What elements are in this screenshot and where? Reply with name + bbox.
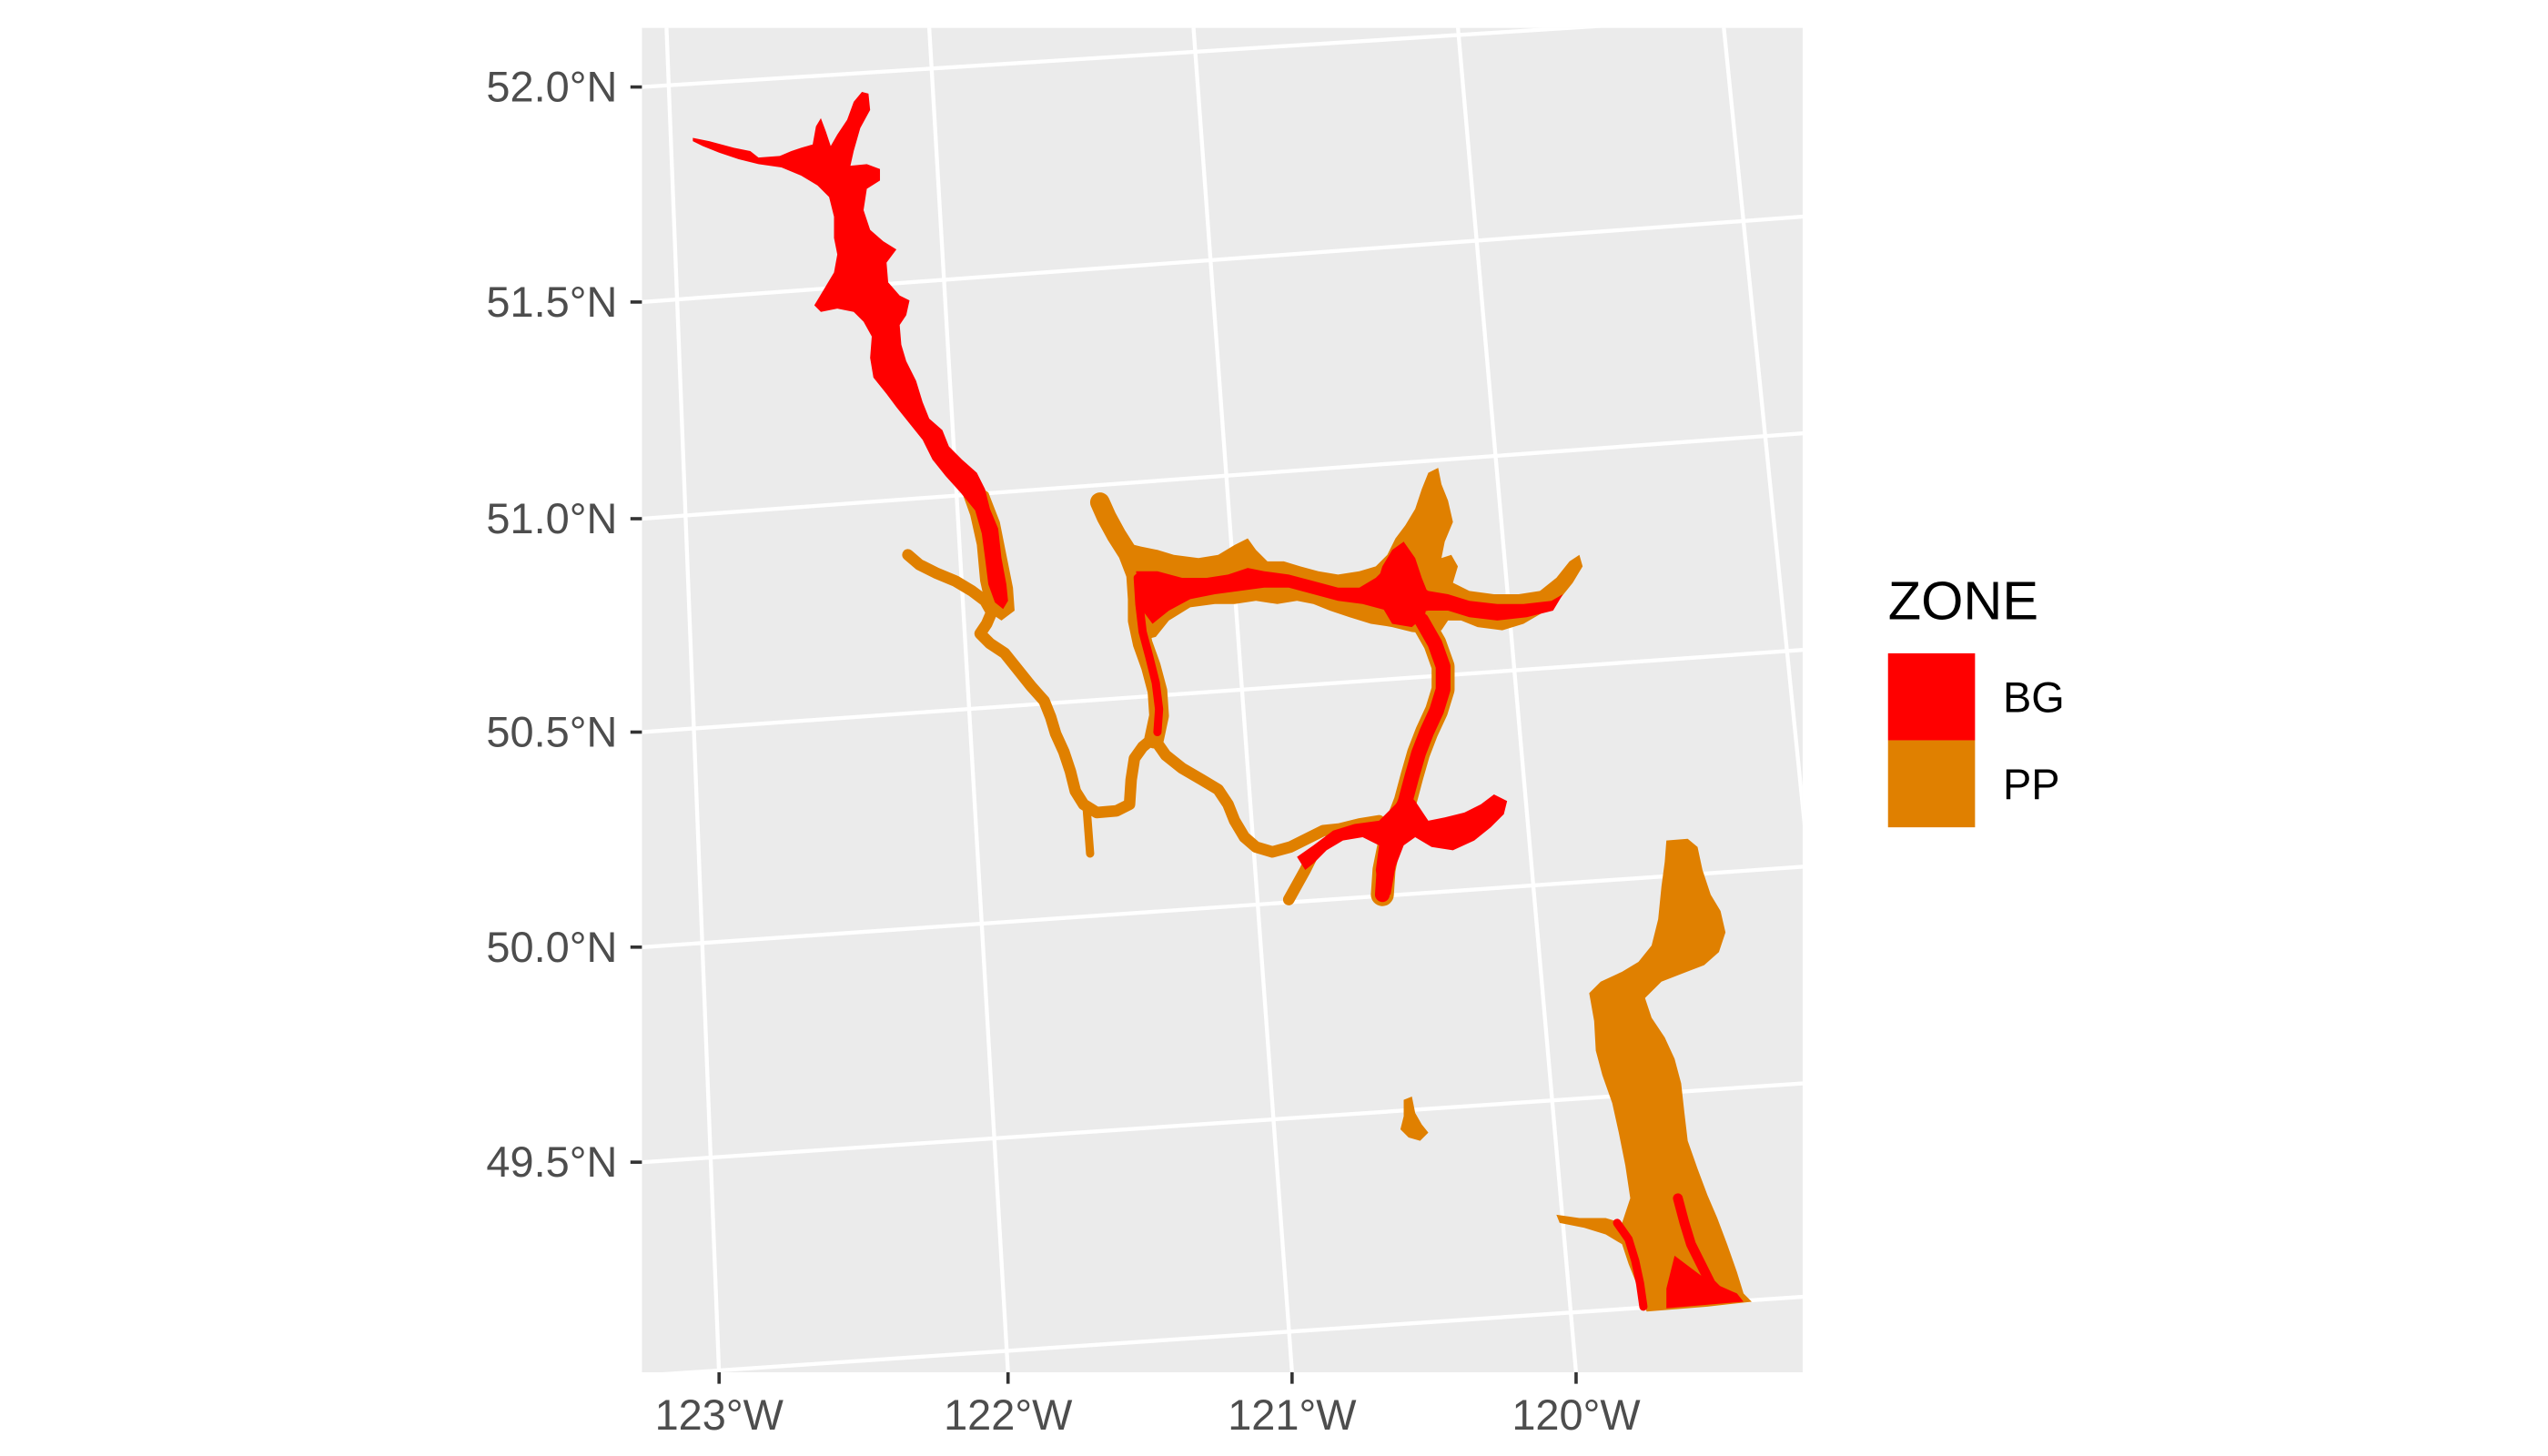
graticule-line-119w — [1722, 27, 1803, 825]
zone-polygons — [693, 92, 1752, 1312]
graticule-line-51n — [642, 431, 1803, 521]
x-tick-label: 120°W — [1512, 1391, 1641, 1439]
zone-bg-polygon — [1297, 791, 1508, 896]
y-tick-label: 51.0°N — [486, 495, 617, 542]
graticule-line-50-5n — [642, 648, 1803, 734]
zone-pp-polygon — [1556, 838, 1752, 1312]
zone-bg-river — [1133, 573, 1164, 737]
zone-pp-polygon — [1121, 468, 1583, 641]
y-tick-label: 49.5°N — [486, 1138, 617, 1186]
legend-label-pp: PP — [2003, 761, 2060, 808]
graticule-line-120w — [1455, 27, 1579, 1373]
graticule-line-123w — [664, 27, 722, 1373]
graticule-line-49n — [662, 1294, 1803, 1373]
legend-label-bg: BG — [2003, 674, 2065, 722]
zone-pp-river — [1148, 733, 1385, 858]
graticule-line-51-5n — [642, 214, 1803, 305]
y-tick-label: 52.0°N — [486, 64, 617, 111]
zone-bg-polygon — [1136, 541, 1563, 624]
zone-bg-polygon — [1375, 541, 1429, 628]
graticule-line-122w — [926, 27, 1010, 1373]
x-tick-label: 121°W — [1228, 1391, 1357, 1439]
legend: ZONE BG PP — [1887, 571, 2065, 828]
y-axis: 52.0°N 51.5°N 51.0°N 50.5°N 50.0°N 49.5°… — [486, 64, 642, 1186]
zone-pp-river — [902, 549, 1158, 819]
graticule-line-121w — [1191, 27, 1294, 1373]
legend-title: ZONE — [1888, 571, 2038, 632]
zone-bg-polygon — [1666, 1255, 1744, 1309]
zone-pp-river — [1082, 806, 1095, 858]
graticule-line-52n — [642, 27, 1602, 89]
y-tick-label: 50.0°N — [486, 924, 617, 971]
zone-bg-river — [1613, 1218, 1648, 1311]
x-tick-label: 123°W — [655, 1391, 784, 1439]
legend-key-bg — [1887, 652, 1976, 741]
x-axis: 123°W 122°W 121°W 120°W — [655, 1372, 1641, 1439]
graticule-line-50n — [642, 864, 1803, 950]
graticule — [642, 27, 1803, 1373]
y-tick-label: 50.5°N — [486, 709, 617, 756]
x-tick-label: 122°W — [944, 1391, 1073, 1439]
legend-key-pp — [1887, 740, 1976, 828]
y-tick-label: 51.5°N — [486, 278, 617, 326]
zone-pp-polygon — [1400, 1096, 1429, 1141]
zone-bg-polygon — [693, 92, 1008, 610]
